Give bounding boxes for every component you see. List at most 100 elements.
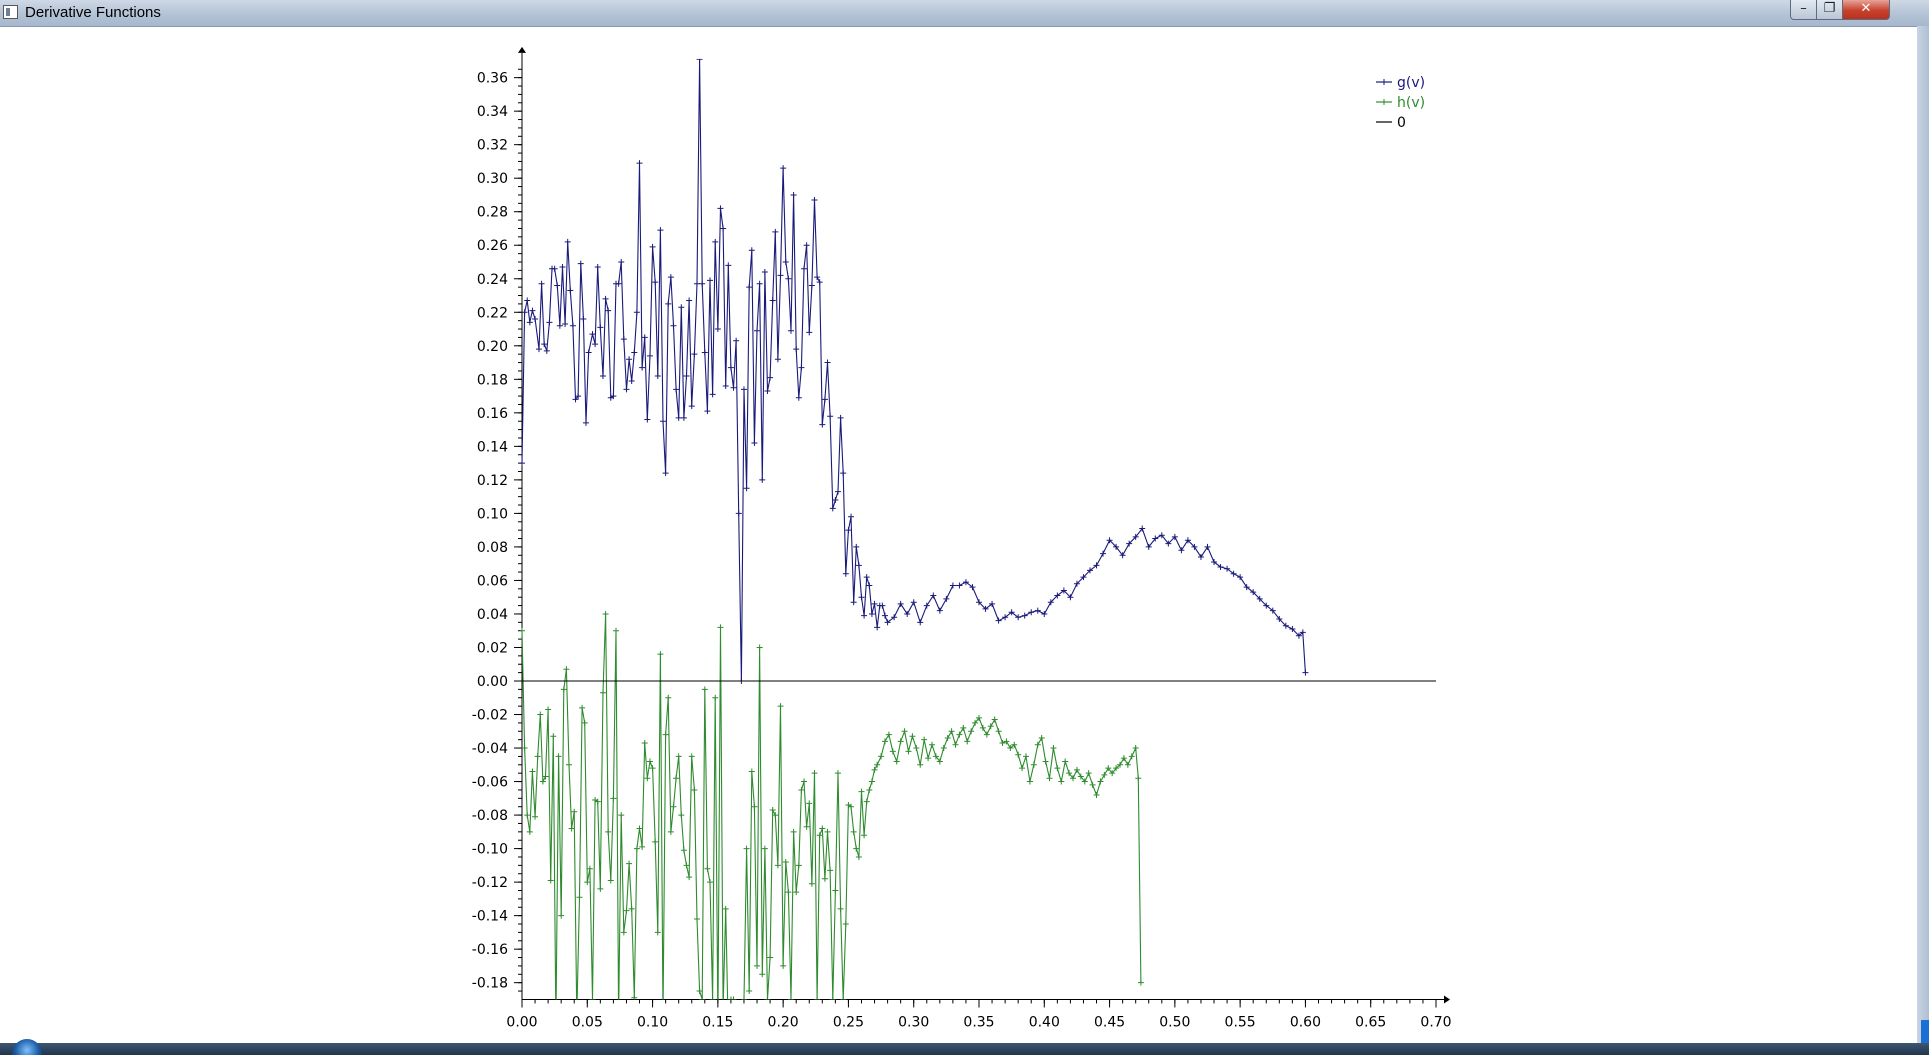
data-point <box>691 351 698 358</box>
y-tick-label: -0.18 <box>472 976 508 992</box>
data-point <box>618 259 625 265</box>
data-point <box>545 706 552 713</box>
y-axis-arrow <box>518 46 526 53</box>
maximize-button[interactable]: ❐ <box>1816 0 1843 20</box>
data-point <box>722 383 729 390</box>
data-point <box>704 408 711 415</box>
data-point <box>901 728 908 735</box>
data-point <box>1276 615 1283 622</box>
data-point <box>1230 570 1237 577</box>
data-point <box>1165 540 1172 547</box>
data-point <box>761 845 768 852</box>
data-point <box>550 733 557 740</box>
data-point <box>546 319 553 326</box>
data-point <box>714 326 721 333</box>
data-point <box>670 322 677 329</box>
data-point <box>720 225 727 232</box>
data-point <box>641 740 648 747</box>
data-point <box>618 812 625 819</box>
data-point <box>572 396 579 403</box>
close-button[interactable]: ✕ <box>1842 0 1890 20</box>
data-point <box>803 823 810 830</box>
data-point <box>1015 614 1022 621</box>
data-point <box>534 753 541 760</box>
data-point <box>1113 543 1120 550</box>
data-point <box>599 689 606 696</box>
data-point <box>905 748 912 755</box>
data-point <box>845 527 852 534</box>
y-tick-label: 0.36 <box>477 71 508 87</box>
data-point <box>1086 567 1093 574</box>
data-point <box>696 58 703 63</box>
data-point <box>631 994 638 1000</box>
data-point <box>740 996 747 1000</box>
data-point <box>1117 761 1124 768</box>
data-point <box>780 962 787 969</box>
data-point <box>725 1030 731 1036</box>
data-point <box>520 460 525 467</box>
data-point <box>1015 751 1022 758</box>
data-point <box>623 386 630 393</box>
data-point <box>597 324 604 331</box>
data-point <box>1060 587 1067 594</box>
data-point <box>1139 525 1146 532</box>
data-point <box>1021 612 1028 619</box>
data-point <box>675 414 682 421</box>
data-point <box>1113 765 1120 772</box>
data-point <box>680 847 687 854</box>
data-point <box>631 349 638 356</box>
data-point <box>541 341 548 348</box>
data-point <box>1093 791 1100 798</box>
data-point <box>560 686 567 693</box>
data-point <box>1145 543 1152 550</box>
data-point <box>759 476 766 483</box>
data-point <box>948 728 955 735</box>
data-point <box>626 860 633 867</box>
data-point <box>1191 543 1198 550</box>
data-point <box>582 419 589 426</box>
data-point <box>868 778 875 785</box>
data-point <box>850 828 857 835</box>
data-point <box>824 359 831 366</box>
data-point <box>848 803 855 810</box>
data-point <box>811 196 818 203</box>
data-point <box>936 607 943 614</box>
x-tick-label: 0.30 <box>898 1014 929 1030</box>
data-point <box>785 275 792 282</box>
data-point <box>925 755 932 762</box>
start-button[interactable] <box>12 1039 42 1055</box>
data-point <box>521 745 528 752</box>
data-point <box>972 719 979 726</box>
data-point <box>764 996 771 1000</box>
data-point <box>795 862 802 869</box>
data-point <box>1211 559 1218 566</box>
data-point <box>569 322 576 329</box>
x-axis-arrow <box>1444 995 1450 1004</box>
y-tick-label: 0.22 <box>477 305 508 321</box>
y-tick-label: -0.02 <box>472 708 508 724</box>
data-point <box>691 786 698 793</box>
data-point <box>1204 543 1211 550</box>
data-point <box>532 813 539 820</box>
minimize-button[interactable]: – <box>1790 0 1817 20</box>
data-point <box>678 812 685 819</box>
data-point <box>699 280 706 287</box>
data-point <box>639 364 646 371</box>
y-tick-label: 0.04 <box>477 607 508 623</box>
data-point <box>686 297 693 304</box>
data-point <box>853 845 860 852</box>
data-point <box>1007 745 1014 752</box>
data-point <box>707 277 714 284</box>
data-point <box>884 619 891 626</box>
data-point <box>782 259 789 265</box>
data-point <box>553 1022 559 1028</box>
data-point <box>1034 741 1041 748</box>
data-point <box>551 265 558 272</box>
y-tick-label: 0.02 <box>477 640 508 656</box>
data-point <box>667 274 674 281</box>
data-point <box>1081 778 1088 785</box>
data-point <box>1038 734 1045 741</box>
data-point <box>623 907 630 914</box>
data-point <box>704 865 711 872</box>
data-point <box>662 470 669 477</box>
